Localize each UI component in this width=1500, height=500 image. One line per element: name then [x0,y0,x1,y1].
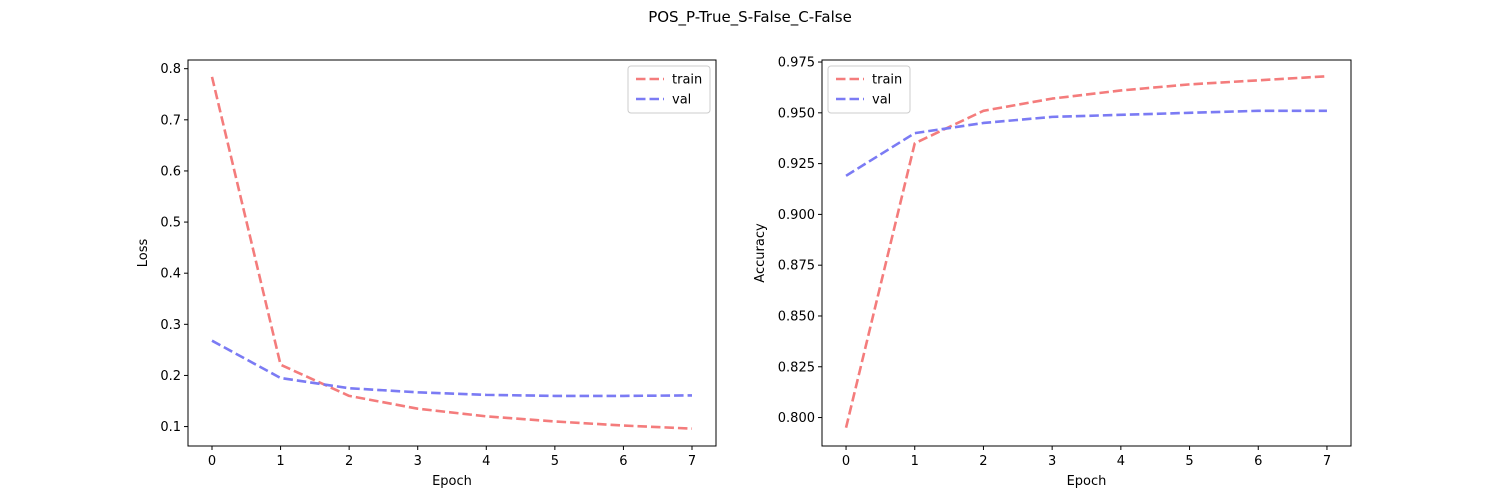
x-tick-label: 4 [1117,454,1125,469]
legend-label-val: val [672,93,691,108]
chart-2: 0 1 2 3 4 5 6 7 0.800 0.825 0.850 0.875 0.900 0.925 0.… [753,56,1352,489]
legend-label-val: val [872,93,891,108]
series-line-val [845,109,1327,177]
axes-frame [821,59,1352,447]
series-line-val [211,339,693,398]
chart-1: 0 1 2 3 4 5 6 7 0.1 0.2 0.3 0.4 0.5 0.6 0.7 0.8 Epoch Los… [136,59,717,489]
figure-title: POS_P-True_S-False_C-False [648,8,852,27]
legend-box [827,65,911,114]
y-tick-label: 0.1 [160,420,181,435]
y-tick-label: 0.975 [778,56,815,71]
x-tick-label: 7 [1323,454,1331,469]
x-tick-label: 5 [1185,454,1193,469]
y-tick-label: 0.3 [160,318,181,333]
legend-label-train: train [872,73,902,88]
y-axis-label: Loss [136,239,151,268]
x-tick-label: 4 [482,454,490,469]
y-tick-label: 0.2 [160,369,181,384]
x-tick-label: 3 [1048,454,1056,469]
x-tick-label: 6 [1254,454,1262,469]
x-tick-label: 3 [414,454,422,469]
y-tick-label: 0.4 [160,267,181,282]
x-axis-label: Epoch [432,474,472,489]
y-tick-label: 0.875 [778,259,815,274]
x-tick-label: 6 [619,454,627,469]
x-tick-label: 2 [979,454,987,469]
x-tick-label: 0 [208,454,216,469]
y-tick-label: 0.950 [778,106,815,121]
y-axis-label: Accuracy [753,223,768,283]
legend-box [627,65,711,114]
x-tick-label: 5 [551,454,559,469]
plots-container: 0 1 2 3 4 5 6 7 0.1 0.2 0.3 0.4 0.5 0.6 0.7 0.8 Epoch Los… [136,56,1352,489]
legend: train val [827,65,911,114]
x-tick-label: 2 [345,454,353,469]
x-axis-label: Epoch [1067,474,1107,489]
y-tick-label: 0.825 [778,360,815,375]
series-line-train [844,74,1328,429]
y-tick-label: 0.6 [160,164,181,179]
x-tick-label: 0 [842,454,850,469]
x-tick-label: 1 [276,454,284,469]
legend: train val [627,65,711,114]
x-tick-label: 1 [911,454,919,469]
y-tick-label: 0.7 [160,113,181,128]
y-tick-label: 0.5 [160,216,181,231]
y-tick-label: 0.850 [778,309,815,324]
y-tick-label: 0.800 [778,411,815,426]
y-tick-label: 0.925 [778,157,815,172]
x-tick-label: 7 [688,454,696,469]
axes-frame [187,59,717,447]
y-tick-label: 0.8 [160,62,181,77]
legend-label-train: train [672,73,702,88]
series-line-train [210,76,693,430]
y-tick-label: 0.900 [778,208,815,223]
